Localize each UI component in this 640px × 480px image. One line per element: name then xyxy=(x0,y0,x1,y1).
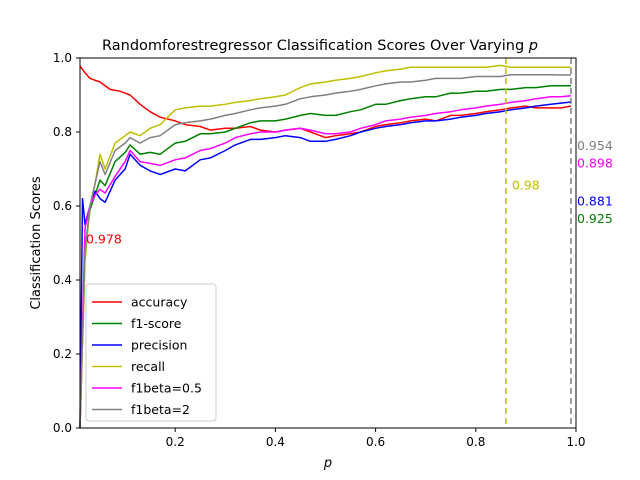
annotation-label: 0.954 xyxy=(577,138,613,153)
x-axis-ticks: 0.2 0.4 0.6 0.8 1.0 xyxy=(166,428,586,449)
series-layer xyxy=(79,64,572,429)
annotation-label: 0.98 xyxy=(512,178,540,193)
chart-title-text: Randomforestregressor Classification Sco… xyxy=(102,38,524,54)
y-tick-label: 0.0 xyxy=(53,421,72,435)
series-line-recall xyxy=(79,64,571,429)
y-axis-label: Classification Scores xyxy=(29,176,44,310)
x-tick-label: 0.4 xyxy=(266,435,285,449)
legend-box xyxy=(85,283,217,422)
y-tick-label: 0.4 xyxy=(53,273,72,287)
y-tick-label: 0.6 xyxy=(53,199,72,213)
chart-title: Randomforestregressor Classification Sco… xyxy=(102,38,538,54)
x-axis-label: p xyxy=(323,456,332,471)
legend-entries: accuracy f1-score precision recall f1beta=0.… xyxy=(92,295,202,417)
y-tick-label: 0.2 xyxy=(53,347,72,361)
legend-label-precision: precision xyxy=(131,338,187,353)
series-line-f1beta-0-5 xyxy=(79,94,572,429)
plot-frame xyxy=(79,57,577,429)
y-tick-label: 1.0 xyxy=(53,51,72,65)
series-line-f1-score xyxy=(79,85,571,429)
x-tick-label: 1.0 xyxy=(566,435,585,449)
legend-label-accuracy: accuracy xyxy=(131,295,188,310)
x-tick-label: 0.2 xyxy=(166,435,185,449)
legend-label-f1beta-2: f1beta=2 xyxy=(131,402,190,417)
x-tick-label: 0.6 xyxy=(366,435,385,449)
annotation-label: 0.881 xyxy=(577,194,613,209)
chart-title-variable: p xyxy=(528,38,538,54)
vline-layer xyxy=(505,58,572,428)
legend-label-f1-score: f1-score xyxy=(131,316,182,331)
x-tick-label: 0.8 xyxy=(466,435,485,449)
legend: accuracy f1-score precision recall f1beta=0.… xyxy=(85,283,217,422)
annotation-label: 0.898 xyxy=(577,155,613,170)
y-axis-ticks: 0.0 0.2 0.4 0.6 0.8 1.0 xyxy=(53,51,80,435)
series-line-accuracy xyxy=(79,65,572,139)
annotation-label: 0.925 xyxy=(577,211,613,226)
series-line-precision xyxy=(79,101,572,429)
y-tick-label: 0.8 xyxy=(53,125,72,139)
annotation-layer: 0.978 0.98 0.954 0.898 0.881 0.925 xyxy=(86,138,613,246)
series-line-f1beta-2 xyxy=(79,73,571,429)
annotation-label: 0.978 xyxy=(86,231,122,246)
legend-label-f1beta-0-5: f1beta=0.5 xyxy=(131,381,202,396)
legend-label-recall: recall xyxy=(131,359,165,374)
